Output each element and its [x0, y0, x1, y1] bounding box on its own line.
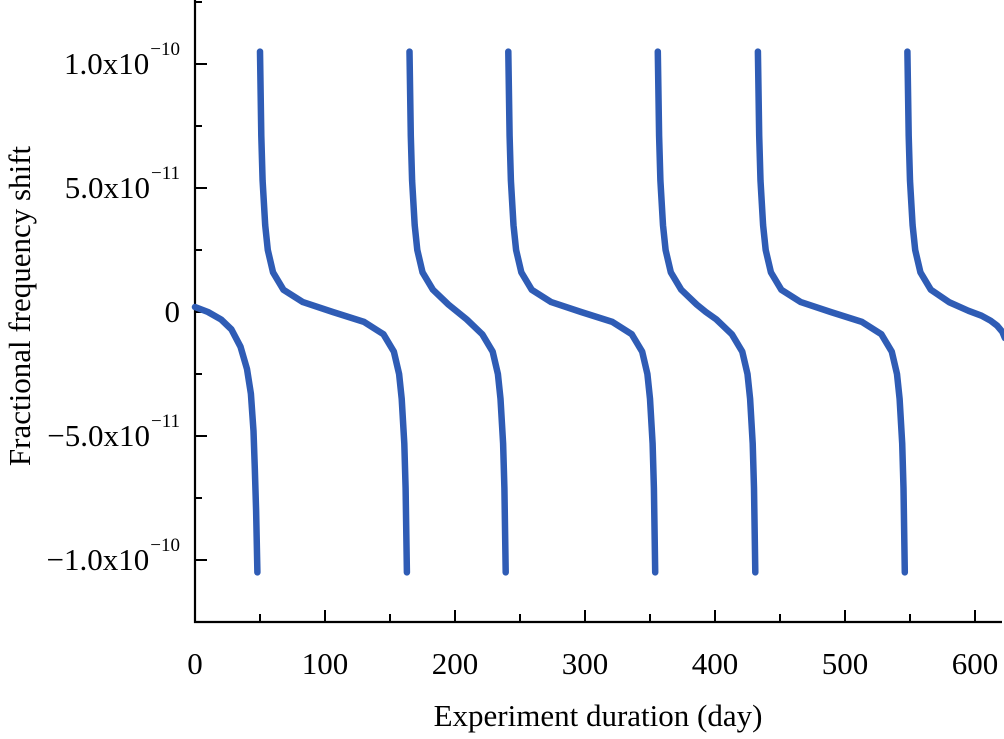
y-tick-exponent: −11: [150, 163, 180, 184]
x-tick-label: 100: [301, 646, 349, 681]
y-tick-exponent: −10: [150, 535, 180, 556]
y-tick-label: 1.0x10−10: [64, 40, 180, 81]
x-tick-label: 500: [821, 646, 869, 681]
series-line-segment: [256, 48, 411, 576]
x-tick-label: 300: [561, 646, 609, 681]
series-line-segment: [654, 48, 759, 576]
x-axis-title: Experiment duration (day): [433, 698, 763, 733]
x-tick-label: 600: [951, 646, 999, 681]
series-line-segment: [505, 48, 659, 576]
y-tick-base: −1.0x10: [46, 542, 150, 577]
series-line-segment: [406, 48, 509, 576]
y-axis-title: Fractional frequency shift: [2, 145, 37, 467]
y-tick-base: −5.0x10: [47, 418, 150, 453]
y-tick-label: −5.0x10−11: [47, 412, 180, 453]
series-line-segment: [754, 48, 909, 576]
y-tick-base: 5.0x10: [64, 170, 150, 205]
y-tick-base: 0: [164, 294, 181, 329]
y-tick-label: 5.0x10−11: [64, 164, 180, 205]
series-line-segment: [904, 48, 1004, 342]
x-tick-label: 200: [431, 646, 479, 681]
y-tick-base: 1.0x10: [64, 46, 150, 81]
x-tick-label: 0: [187, 646, 203, 681]
y-tick-exponent: −11: [150, 411, 180, 432]
x-tick-label: 400: [691, 646, 739, 681]
series-line-segment: [191, 303, 261, 576]
y-tick-exponent: −10: [150, 39, 180, 60]
y-tick-label: −1.0x10−10: [46, 536, 180, 577]
y-tick-label: 0: [165, 296, 181, 327]
